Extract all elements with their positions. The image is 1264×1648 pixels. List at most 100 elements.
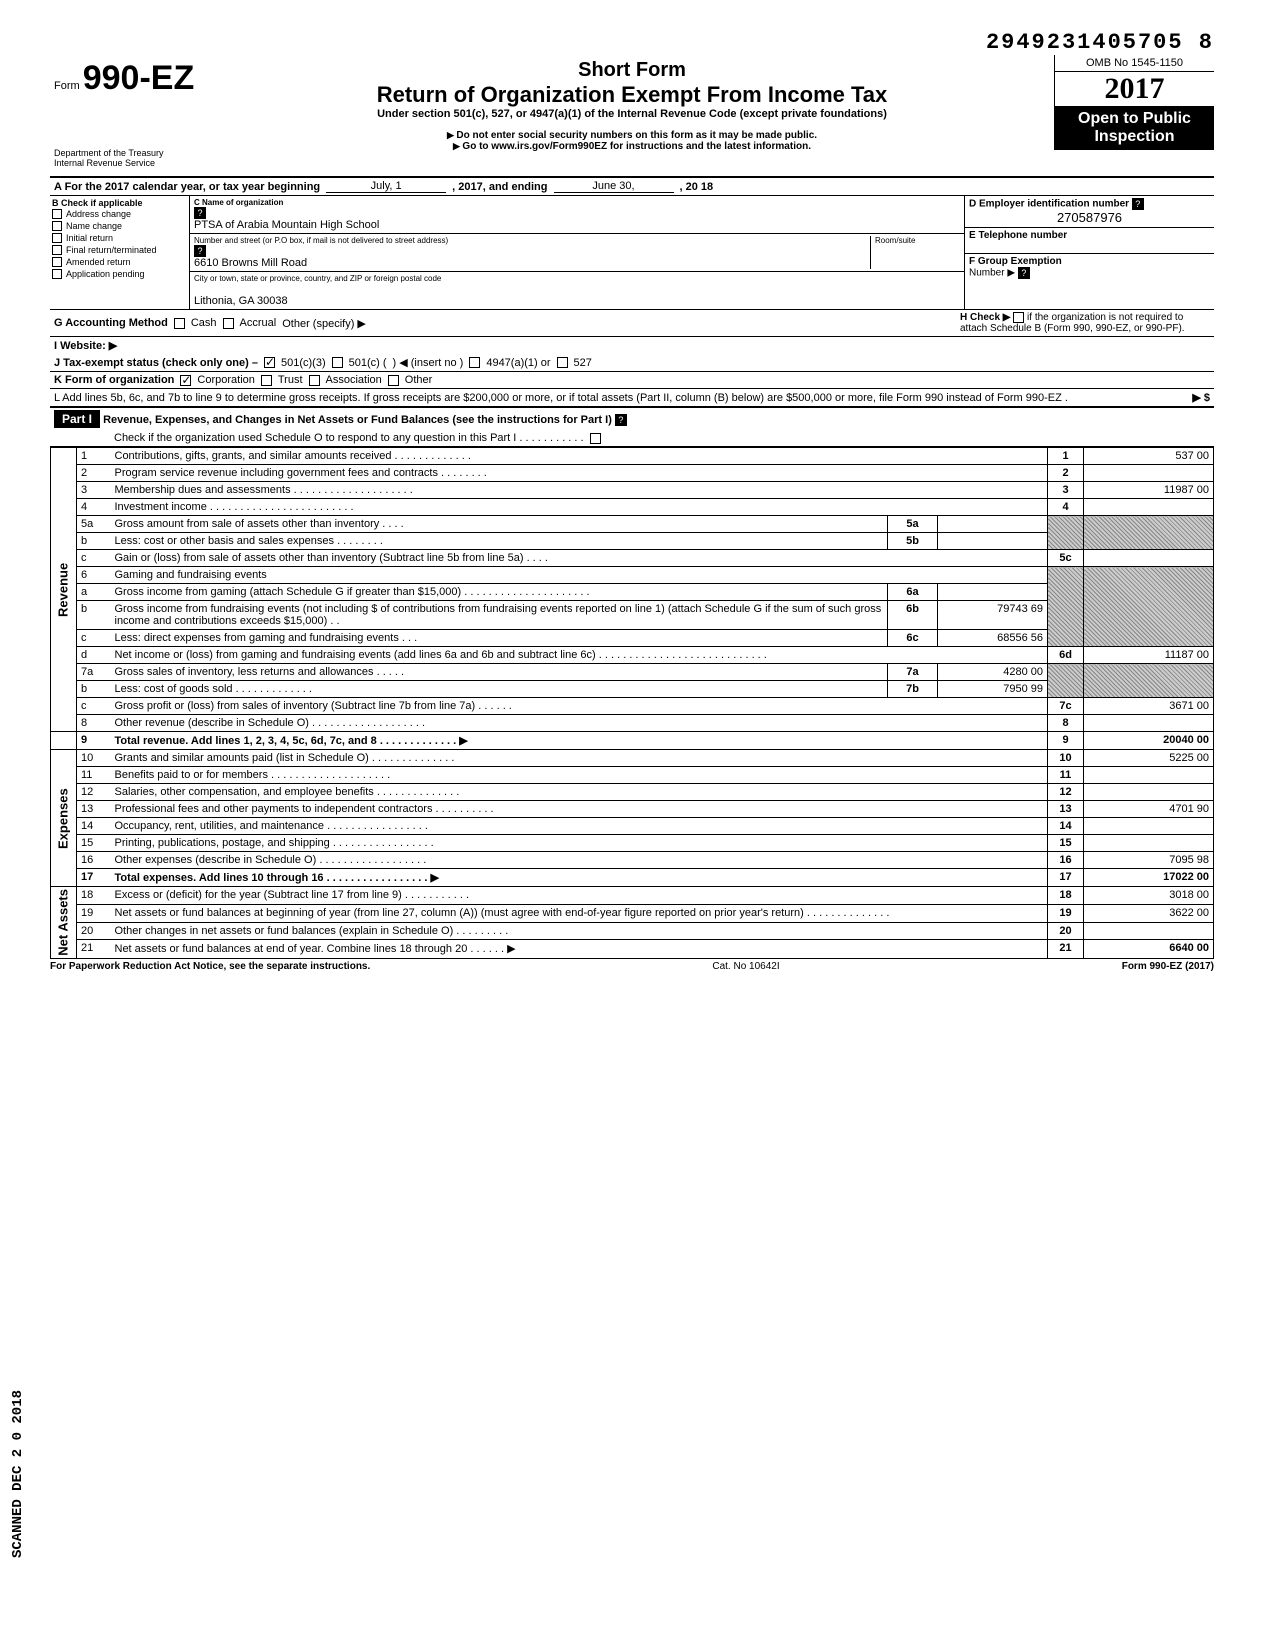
line-num: 2 xyxy=(77,465,111,482)
line-desc: Occupancy, rent, utilities, and maintena… xyxy=(111,818,1048,835)
line-val[interactable]: 11187 00 xyxy=(1084,647,1214,664)
help-icon[interactable]: ? xyxy=(194,207,206,219)
line-val[interactable]: 3671 00 xyxy=(1084,698,1214,715)
checkbox-4947[interactable] xyxy=(469,357,480,368)
line-val[interactable] xyxy=(1084,465,1214,482)
line-val[interactable] xyxy=(1084,715,1214,732)
street-address[interactable]: 6610 Browns Mill Road xyxy=(194,257,307,269)
line-val[interactable]: 4701 90 xyxy=(1084,801,1214,818)
part1-check-text: Check if the organization used Schedule … xyxy=(54,432,584,444)
line-desc: Net assets or fund balances at end of ye… xyxy=(111,940,1048,959)
line-desc: Grants and similar amounts paid (list in… xyxy=(111,750,1048,767)
l-arrow: ▶ $ xyxy=(1192,391,1210,404)
label-527: 527 xyxy=(574,357,592,369)
sub-val[interactable]: 68556 56 xyxy=(938,630,1048,647)
label-other-org: Other xyxy=(405,374,433,386)
org-name[interactable]: PTSA of Arabia Mountain High School xyxy=(194,219,379,231)
checkbox-accrual[interactable] xyxy=(223,318,234,329)
scanned-stamp: SCANNED DEC 2 0 2018 xyxy=(10,1390,26,1558)
line-no: 4 xyxy=(1048,499,1084,516)
help-icon[interactable]: ? xyxy=(615,414,627,426)
line-val[interactable]: 3018 00 xyxy=(1084,887,1214,905)
sub-val[interactable]: 7950 99 xyxy=(938,681,1048,698)
help-icon[interactable]: ? xyxy=(194,245,206,257)
line-val[interactable] xyxy=(1084,499,1214,516)
ein[interactable]: 270587976 xyxy=(969,210,1210,225)
sub-no: 6c xyxy=(888,630,938,647)
line-num: 5a xyxy=(77,516,111,533)
tax-year-end-month[interactable]: June 30, xyxy=(554,180,674,193)
sub-val[interactable] xyxy=(938,533,1048,550)
line-val[interactable] xyxy=(1084,784,1214,801)
checkbox-501c3[interactable] xyxy=(264,357,275,368)
line-no: 21 xyxy=(1048,940,1084,959)
city-state-zip[interactable]: Lithonia, GA 30038 xyxy=(194,295,288,307)
form-label: Form xyxy=(54,80,80,92)
checkbox-final-return[interactable] xyxy=(52,245,62,255)
checkbox-sched-b[interactable] xyxy=(1013,312,1024,323)
line-val[interactable]: 3622 00 xyxy=(1084,904,1214,922)
label-address-change: Address change xyxy=(66,209,131,219)
sub-val[interactable] xyxy=(938,584,1048,601)
line-val[interactable] xyxy=(1084,767,1214,784)
checkbox-other-org[interactable] xyxy=(388,375,399,386)
label-final-return: Final return/terminated xyxy=(66,245,157,255)
checkbox-corporation[interactable] xyxy=(180,375,191,386)
checkbox-amended[interactable] xyxy=(52,257,62,267)
line-num: 8 xyxy=(77,715,111,732)
line-val[interactable] xyxy=(1084,818,1214,835)
shaded-cell xyxy=(1048,516,1084,550)
sub-val[interactable] xyxy=(938,516,1048,533)
line-num: 17 xyxy=(77,869,111,887)
line-no: 15 xyxy=(1048,835,1084,852)
part1-title: Revenue, Expenses, and Changes in Net As… xyxy=(103,414,612,426)
checkbox-association[interactable] xyxy=(309,375,320,386)
line-num: 4 xyxy=(77,499,111,516)
help-icon[interactable]: ? xyxy=(1132,198,1144,210)
line-num: 18 xyxy=(77,887,111,905)
line-no: 13 xyxy=(1048,801,1084,818)
line-desc: Net assets or fund balances at beginning… xyxy=(111,904,1048,922)
checkbox-initial-return[interactable] xyxy=(52,233,62,243)
line-val[interactable] xyxy=(1084,550,1214,567)
line-val[interactable]: 5225 00 xyxy=(1084,750,1214,767)
tax-year-begin[interactable]: July, 1 xyxy=(326,180,446,193)
line-no: 11 xyxy=(1048,767,1084,784)
line-no: 20 xyxy=(1048,922,1084,940)
checkbox-address-change[interactable] xyxy=(52,209,62,219)
sub-val[interactable]: 4280 00 xyxy=(938,664,1048,681)
line-val[interactable] xyxy=(1084,922,1214,940)
sub-val[interactable]: 79743 69 xyxy=(938,601,1048,630)
line-val[interactable]: 17022 00 xyxy=(1084,869,1214,887)
open-line1: Open to Public xyxy=(1078,110,1191,127)
checkbox-527[interactable] xyxy=(557,357,568,368)
line-no: 10 xyxy=(1048,750,1084,767)
line-no: 19 xyxy=(1048,904,1084,922)
line-val[interactable]: 6640 00 xyxy=(1084,940,1214,959)
checkbox-app-pending[interactable] xyxy=(52,269,62,279)
row-a-prefix: A For the 2017 calendar year, or tax yea… xyxy=(54,181,320,193)
line-desc: Gaming and fundraising events xyxy=(111,567,1048,584)
line-num: 11 xyxy=(77,767,111,784)
checkbox-trust[interactable] xyxy=(261,375,272,386)
line-num: c xyxy=(77,550,111,567)
street-label: Number and street (or P.O box, if mail i… xyxy=(194,236,870,245)
line-desc: Less: cost of goods sold . . . . . . . .… xyxy=(111,681,888,698)
label-corporation: Corporation xyxy=(197,374,254,386)
line-val[interactable]: 537 00 xyxy=(1084,448,1214,465)
col-b-header: B Check if applicable xyxy=(52,198,187,208)
checkbox-501c[interactable] xyxy=(332,357,343,368)
line-val[interactable]: 7095 98 xyxy=(1084,852,1214,869)
checkbox-sched-o[interactable] xyxy=(590,433,601,444)
checkbox-name-change[interactable] xyxy=(52,221,62,231)
row-g-accounting: G Accounting Method Cash Accrual Other (… xyxy=(50,310,1214,337)
help-icon[interactable]: ? xyxy=(1018,267,1030,279)
checkbox-cash[interactable] xyxy=(174,318,185,329)
line-no: 14 xyxy=(1048,818,1084,835)
line-desc: Less: direct expenses from gaming and fu… xyxy=(111,630,888,647)
line-val[interactable] xyxy=(1084,835,1214,852)
line-val[interactable]: 20040 00 xyxy=(1084,732,1214,750)
line-val[interactable]: 11987 00 xyxy=(1084,482,1214,499)
l-text: L Add lines 5b, 6c, and 7b to line 9 to … xyxy=(54,392,1186,404)
sub-no: 7a xyxy=(888,664,938,681)
